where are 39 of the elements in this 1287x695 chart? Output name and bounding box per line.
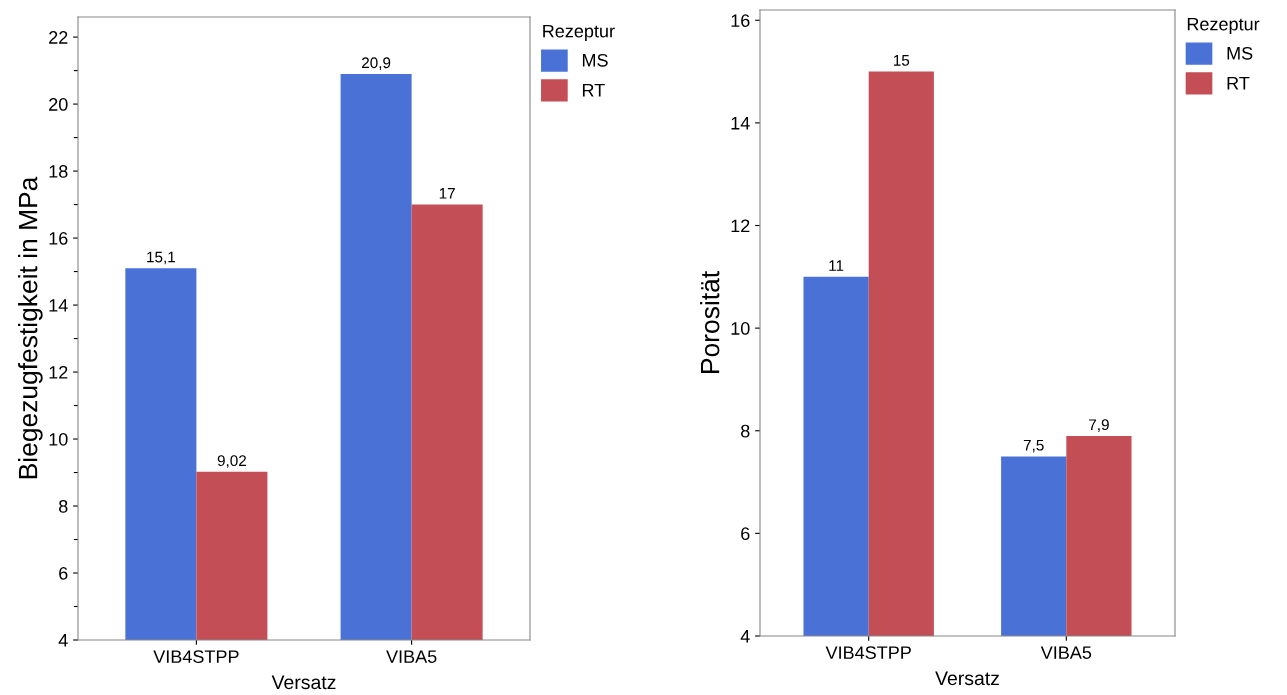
- data-label: 7,9: [1089, 419, 1109, 432]
- y-tick-label: 8: [59, 499, 68, 513]
- legend-label: MS: [1227, 46, 1253, 60]
- data-label: 15,1: [147, 251, 175, 265]
- y-tick-label: 16: [49, 232, 68, 245]
- legend-title: Rezeptur: [1187, 17, 1260, 35]
- y-tick-label: 6: [741, 527, 750, 541]
- y-tick-label: 16: [731, 14, 750, 27]
- x-tick-label: VIBA5: [1040, 646, 1092, 659]
- y-tick-label: 4: [740, 630, 750, 643]
- x-tick-label: VIBA5: [386, 650, 437, 663]
- y-axis-title: Biegezugfestigkeit in MPa: [18, 176, 43, 479]
- y-tick-label: 14: [731, 117, 750, 130]
- legend-label: RT: [582, 83, 605, 97]
- y-tick-label: 4: [58, 634, 68, 647]
- legend-label: MS: [582, 53, 608, 67]
- x-axis-title: Versatz: [271, 675, 336, 690]
- legend-label: RT: [1227, 76, 1250, 90]
- data-label: 7,5: [1023, 439, 1044, 453]
- y-tick-label: 10: [49, 432, 68, 446]
- y-tick-label: 20: [49, 98, 68, 111]
- x-tick-label: VIB4STPP: [153, 650, 239, 663]
- data-label: 11: [829, 260, 844, 271]
- y-tick-label: 10: [731, 322, 750, 335]
- y-tick-label: 12: [731, 219, 750, 233]
- y-tick-label: 18: [49, 165, 68, 178]
- data-label: 20,9: [362, 57, 391, 70]
- y-tick-label: 6: [59, 566, 68, 580]
- y-tick-label: 12: [49, 365, 68, 379]
- x-axis-title: Versatz: [935, 671, 999, 686]
- y-tick-label: 22: [49, 31, 68, 44]
- data-label: 9,02: [217, 455, 246, 468]
- y-axis-title: Porosität: [700, 271, 720, 373]
- x-tick-label: VIB4STPP: [825, 646, 911, 659]
- data-label: 17: [439, 188, 455, 199]
- y-tick-label: 14: [49, 299, 68, 312]
- data-label: 15: [893, 55, 910, 66]
- y-tick-label: 8: [741, 424, 750, 438]
- legend-title: Rezeptur: [543, 24, 615, 42]
